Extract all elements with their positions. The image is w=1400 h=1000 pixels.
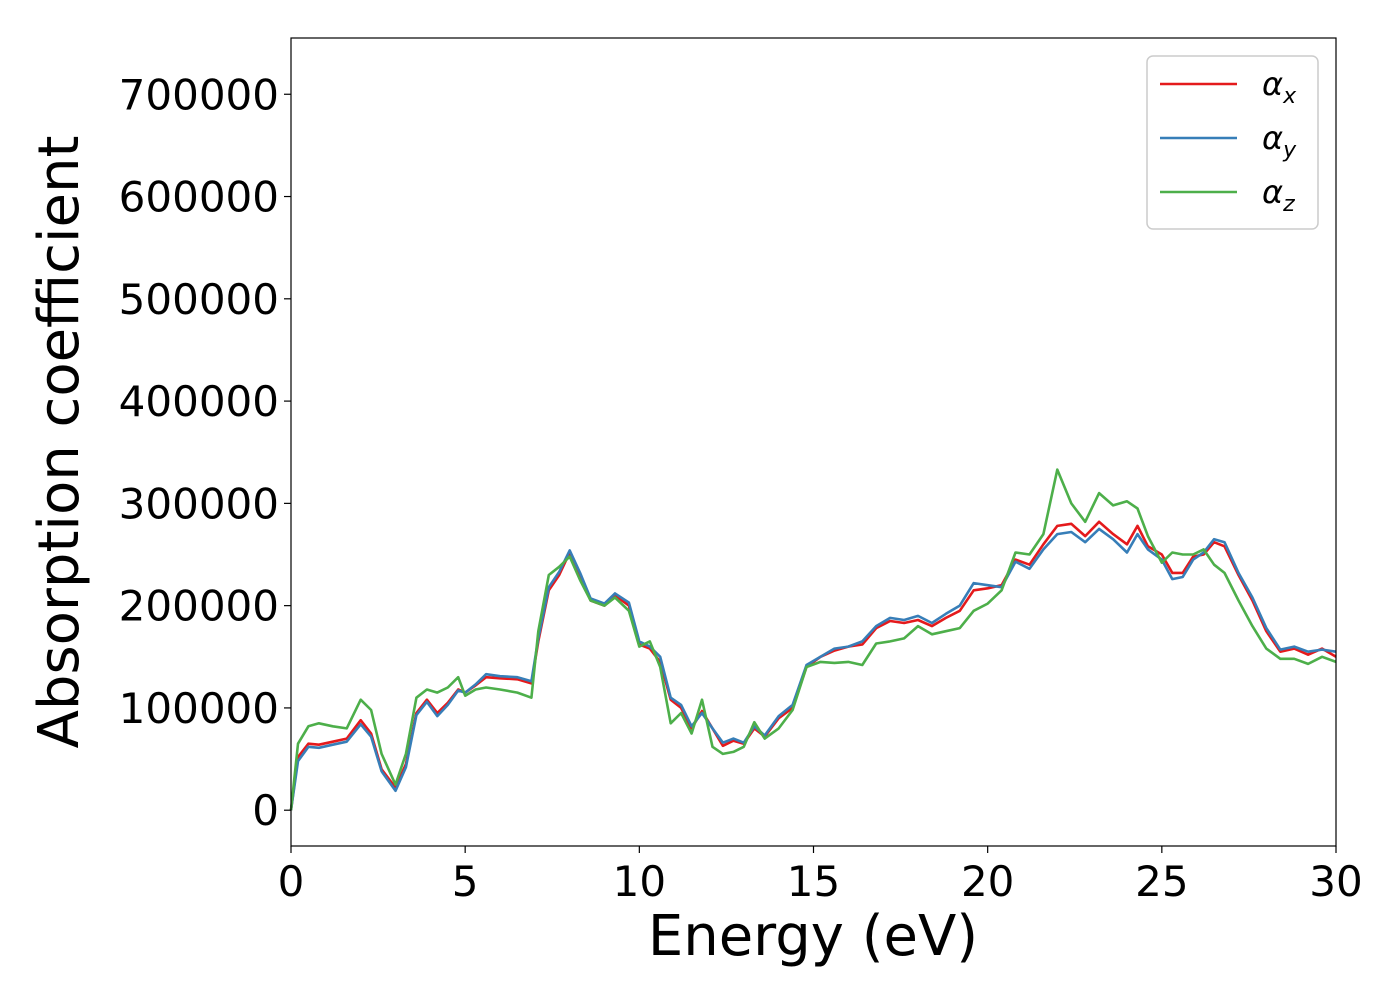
legend-label-z: αz <box>1262 173 1295 217</box>
y-axis-title: Absorption coefficient <box>27 136 92 749</box>
series-line-z <box>289 468 1337 811</box>
x-tick-label: 15 <box>787 857 840 906</box>
y-tick-label: 500000 <box>119 275 279 324</box>
x-tick-label: 10 <box>613 857 666 906</box>
legend-label-y: αy <box>1262 119 1297 163</box>
legend: αx αy αz <box>1146 55 1319 230</box>
x-tick-label: 20 <box>961 857 1014 906</box>
series-layer <box>289 468 1337 811</box>
legend-box <box>1146 55 1319 230</box>
x-tick-label: 5 <box>452 857 479 906</box>
y-tick-label: 700000 <box>119 70 279 119</box>
y-tick-label: 100000 <box>119 684 279 733</box>
y-tick-label: 400000 <box>119 377 279 426</box>
x-axis-title: Energy (eV) <box>648 904 978 969</box>
y-tick-label: 0 <box>252 786 279 835</box>
y-axis-ticks: 0 100000 200000 300000 400000 500000 600000 700… <box>119 70 291 835</box>
legend-label-x: αx <box>1262 65 1297 109</box>
x-tick-label: 0 <box>278 857 305 906</box>
x-axis-ticks: 0 5 10 15 20 25 30 <box>278 846 1363 906</box>
x-tick-label: 30 <box>1309 857 1362 906</box>
y-tick-label: 600000 <box>119 173 279 222</box>
y-tick-label: 200000 <box>119 582 279 631</box>
x-tick-label: 25 <box>1135 857 1188 906</box>
y-tick-label: 300000 <box>119 479 279 528</box>
